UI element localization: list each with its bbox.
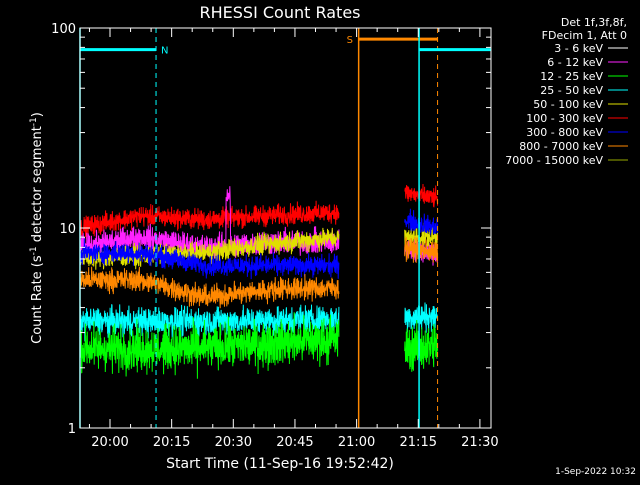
series-line-2-segment-0 (79, 186, 340, 260)
y-axis-label: Count Rate (s-1 detector segment-1) (29, 112, 45, 344)
y-axis-label-main: Count Rate (s (30, 255, 45, 344)
series-line-0-segment-0 (79, 171, 340, 216)
legend-entry-label-8: 7000 - 15000 keV (505, 154, 603, 167)
x-axis: 20:00 20:15 20:30 20:45 21:00 21:15 21:30 (88, 28, 499, 450)
legend-entry-label-6: 300 - 800 keV (526, 126, 603, 139)
legend-header-1: FDecim 1, Att 0 (542, 29, 627, 42)
series-line-7-segment-0 (79, 312, 340, 379)
y-axis: 1 10 100 (51, 22, 491, 437)
plot-area: NS (79, 27, 492, 429)
legend-entry-label-0: 3 - 6 keV (554, 42, 603, 55)
series-line-1-segment-1 (404, 183, 439, 208)
y-axis-label-sup-2: -1 (29, 117, 39, 126)
legend-entry-label-3: 25 - 50 keV (540, 84, 603, 97)
series-line-1-segment-0 (79, 200, 340, 240)
x-tick-label-2: 20:30 (215, 435, 252, 450)
generation-timestamp: 1-Sep-2022 10:32 (555, 467, 636, 477)
legend-entry-label-7: 800 - 7000 keV (519, 140, 603, 153)
marker-label-0: N (161, 46, 168, 57)
series-line-4-segment-0 (79, 238, 340, 280)
legend-entry-label-4: 50 - 100 keV (533, 98, 603, 111)
y-axis-label-end: ) (30, 112, 45, 117)
chart-title: RHESSI Count Rates (200, 3, 361, 22)
x-tick-label-4: 21:00 (338, 435, 375, 450)
series-line-5-segment-0 (79, 266, 340, 309)
legend-header-0: Det 1f,3f,8f, (561, 16, 627, 29)
y-tick-label-2: 100 (51, 22, 76, 37)
x-axis-label: Start Time (11-Sep-16 19:52:42) (166, 456, 394, 472)
y-axis-label-sup-1: -1 (29, 246, 39, 255)
x-tick-label-0: 20:00 (91, 435, 128, 450)
series-line-6-segment-1 (404, 302, 439, 334)
marker-label-1: S (347, 35, 353, 46)
x-tick-label-6: 21:30 (461, 435, 498, 450)
series-line-4-segment-1 (404, 208, 439, 235)
legend-entry-label-5: 100 - 300 keV (526, 112, 603, 125)
series-line-7-segment-1 (404, 319, 439, 372)
y-axis-label-mid: detector segment (30, 126, 45, 246)
y-tick-label-1: 10 (59, 222, 76, 237)
series-line-6-segment-0 (79, 304, 340, 342)
y-tick-label-0: 1 (68, 422, 76, 437)
x-tick-label-5: 21:15 (400, 435, 437, 450)
legend-entry-label-1: 6 - 12 keV (547, 56, 603, 69)
x-tick-label-3: 20:45 (276, 435, 313, 450)
legend-entry-label-2: 12 - 25 keV (540, 70, 603, 83)
x-tick-label-1: 20:15 (153, 435, 190, 450)
series-line-5-segment-1 (404, 236, 439, 263)
